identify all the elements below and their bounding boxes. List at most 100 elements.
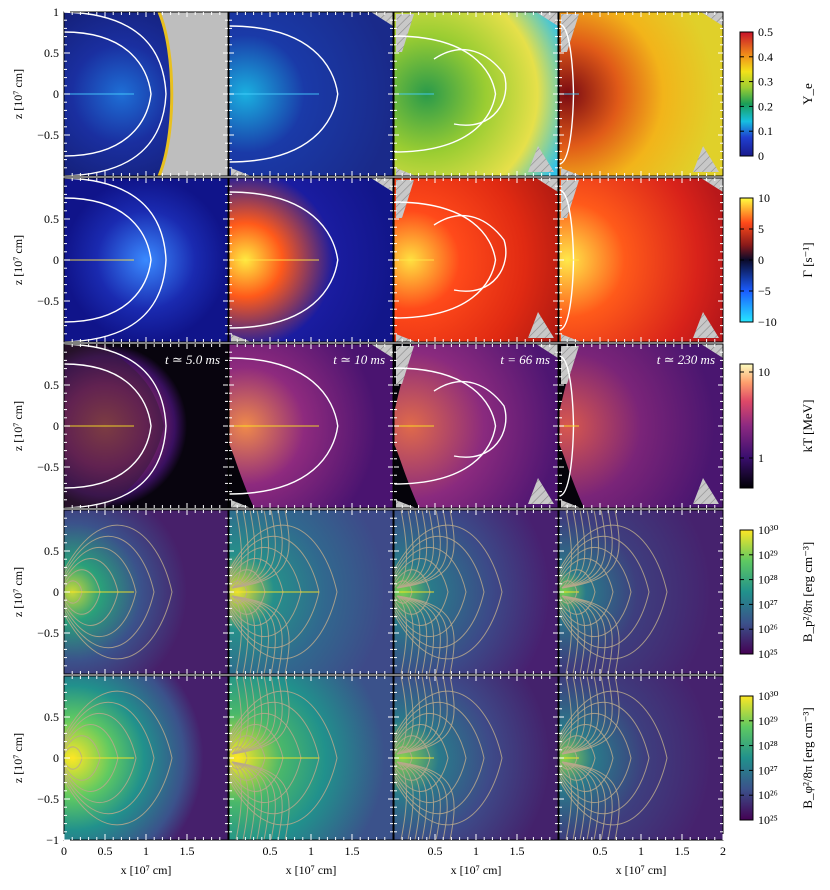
colorbar-tick-label: 10²⁷ — [758, 763, 778, 777]
y-axis-label: z [10⁷ cm] — [11, 733, 25, 783]
x-axis-label: x [10⁷ cm] — [286, 863, 337, 877]
x-tick-label: 1.5 — [510, 844, 525, 858]
panel-bphi-3 — [393, 675, 559, 841]
panel-bphi-4 — [558, 675, 724, 841]
y-axis-label: z [10⁷ cm] — [11, 401, 25, 451]
time-label-1: t ≃ 5.0 ms — [165, 352, 220, 367]
x-tick-label: 1.5 — [675, 844, 690, 858]
colorbar-label: B_φ²/8π [erg cm⁻³] — [800, 707, 815, 808]
panel-gamma-2 — [228, 177, 394, 343]
colorbar-label: B_p²/8π [erg cm⁻³] — [800, 542, 815, 642]
colorbar-gamma: 10 5 0 −5 −10 Γ [s⁻¹] — [739, 191, 815, 329]
panel-bp-1 — [63, 509, 229, 675]
x-tick-label: 0.5 — [593, 844, 608, 858]
y-tick-label: 0.5 — [44, 378, 59, 392]
y-axis-label: z [10⁷ cm] — [11, 235, 25, 285]
y-tick-label: 0 — [53, 585, 59, 599]
time-label-2: t ≃ 10 ms — [333, 352, 385, 367]
x-axis-label: x [10⁷ cm] — [451, 863, 502, 877]
y-axis-label: z [10⁷ cm] — [11, 69, 25, 119]
y-tick-label: 0 — [53, 87, 59, 101]
y-tick-label: −0.5 — [37, 626, 59, 640]
colorbar-tick-label: 10 — [758, 191, 770, 205]
panel-bp-4 — [558, 509, 724, 675]
colorbar-tick-label: 10²⁹ — [758, 714, 778, 728]
colorbar-tick-label: 10²⁵ — [758, 647, 778, 661]
y-tick-label: 0 — [53, 419, 59, 433]
colorbar-tick-label: 10³⁰ — [758, 523, 779, 537]
x-tick-label: 1 — [308, 844, 314, 858]
colorbar-tick-label: 0.2 — [758, 99, 773, 113]
y-tick-label: −1 — [46, 833, 59, 847]
panel-kT-3 — [393, 343, 559, 509]
colorbar-bp: 10³⁰ 10²⁹ 10²⁸ 10²⁷ 10²⁶ 10²⁵ B_p²/8π [erg cm⁻… — [739, 523, 815, 661]
x-tick-label: 1 — [143, 844, 149, 858]
x-tick-label: 0.5 — [98, 844, 113, 858]
y-tick-label: 0 — [53, 751, 59, 765]
colorbar-bphi: 10³⁰ 10²⁹ 10²⁸ 10²⁷ 10²⁶ 10²⁵ B_φ²/8π [erg cm⁻… — [739, 689, 815, 827]
x-tick-label: 0.5 — [263, 844, 278, 858]
y-tick-label: −0.5 — [37, 294, 59, 308]
colorbar-tick-label: 10²⁶ — [758, 788, 778, 802]
panel-kT-1 — [63, 343, 229, 509]
x-tick-label: 1 — [473, 844, 479, 858]
panel-ye-2 — [228, 11, 394, 177]
colorbar-tick-label: 0.5 — [758, 25, 773, 39]
panel-bp-2 — [228, 509, 394, 675]
y-tick-label: 0 — [53, 253, 59, 267]
x-axis-label: x [10⁷ cm] — [121, 863, 172, 877]
x-tick-label: 0 — [61, 844, 67, 858]
colorbar-tick-label: 10²⁹ — [758, 548, 778, 562]
colorbar-tick-label: 10²⁸ — [758, 739, 778, 753]
colorbar-label: kT [MeV] — [800, 400, 815, 453]
colorbar-tick-label: 0 — [758, 149, 764, 163]
y-tick-label: 1 — [53, 5, 59, 19]
y-tick-label: −0.5 — [37, 792, 59, 806]
y-tick-label: −0.5 — [37, 460, 59, 474]
y-tick-label: −0.5 — [37, 128, 59, 142]
x-tick-label: 1.5 — [345, 844, 360, 858]
colorbar-label: Γ [s⁻¹] — [800, 242, 815, 277]
panel-bphi-1 — [63, 675, 229, 841]
panel-ye-1 — [63, 11, 229, 177]
colorbar-tick-label: 1 — [758, 451, 764, 465]
colorbar-tick-label: −10 — [758, 315, 777, 329]
y-tick-label: 0.5 — [44, 710, 59, 724]
colorbar-tick-label: 10³⁰ — [758, 689, 779, 703]
panel-kT-4 — [558, 343, 724, 509]
colorbar-tick-label: 0.4 — [758, 50, 773, 64]
panel-ye-4 — [558, 11, 724, 177]
colorbar-tick-label: 10²⁸ — [758, 573, 778, 587]
colorbar-label: Y_e — [800, 83, 815, 105]
colorbar-tick-label: −5 — [758, 284, 771, 298]
colorbar-tick-label: 0 — [758, 253, 764, 267]
x-tick-label: 2 — [720, 844, 726, 858]
colorbar-tick-label: 10²⁵ — [758, 813, 778, 827]
y-tick-label: 0.5 — [44, 46, 59, 60]
time-label-3: t = 66 ms — [500, 352, 550, 367]
panel-gamma-3 — [393, 177, 559, 343]
panel-ye-3 — [393, 11, 559, 177]
panel-gamma-1 — [63, 177, 229, 343]
y-axis-label: z [10⁷ cm] — [11, 567, 25, 617]
x-tick-label: 1 — [638, 844, 644, 858]
colorbar-kT: 10 1 kT [MeV] — [739, 363, 815, 489]
panel-bp-3 — [393, 509, 559, 675]
panel-gamma-4 — [558, 177, 724, 343]
panel-kT-2 — [228, 343, 394, 509]
x-tick-label: 0.5 — [428, 844, 443, 858]
colorbar-tick-label: 10 — [758, 365, 770, 379]
colorbar-tick-label: 0.1 — [758, 124, 773, 138]
x-axis-label: x [10⁷ cm] — [616, 863, 667, 877]
colorbar-tick-label: 0.3 — [758, 75, 773, 89]
colorbar-tick-label: 10²⁷ — [758, 597, 778, 611]
time-label-4: t ≃ 230 ms — [657, 352, 715, 367]
colorbar-tick-label: 10²⁶ — [758, 622, 778, 636]
colorbar-ye: 0.5 0.4 0.3 0.2 0.1 0 Y_e — [739, 25, 815, 163]
colorbar-tick-label: 5 — [758, 222, 764, 236]
x-tick-label: 1.5 — [180, 844, 195, 858]
panel-bphi-2 — [228, 675, 394, 841]
y-tick-label: 0.5 — [44, 212, 59, 226]
y-tick-label: 0.5 — [44, 544, 59, 558]
